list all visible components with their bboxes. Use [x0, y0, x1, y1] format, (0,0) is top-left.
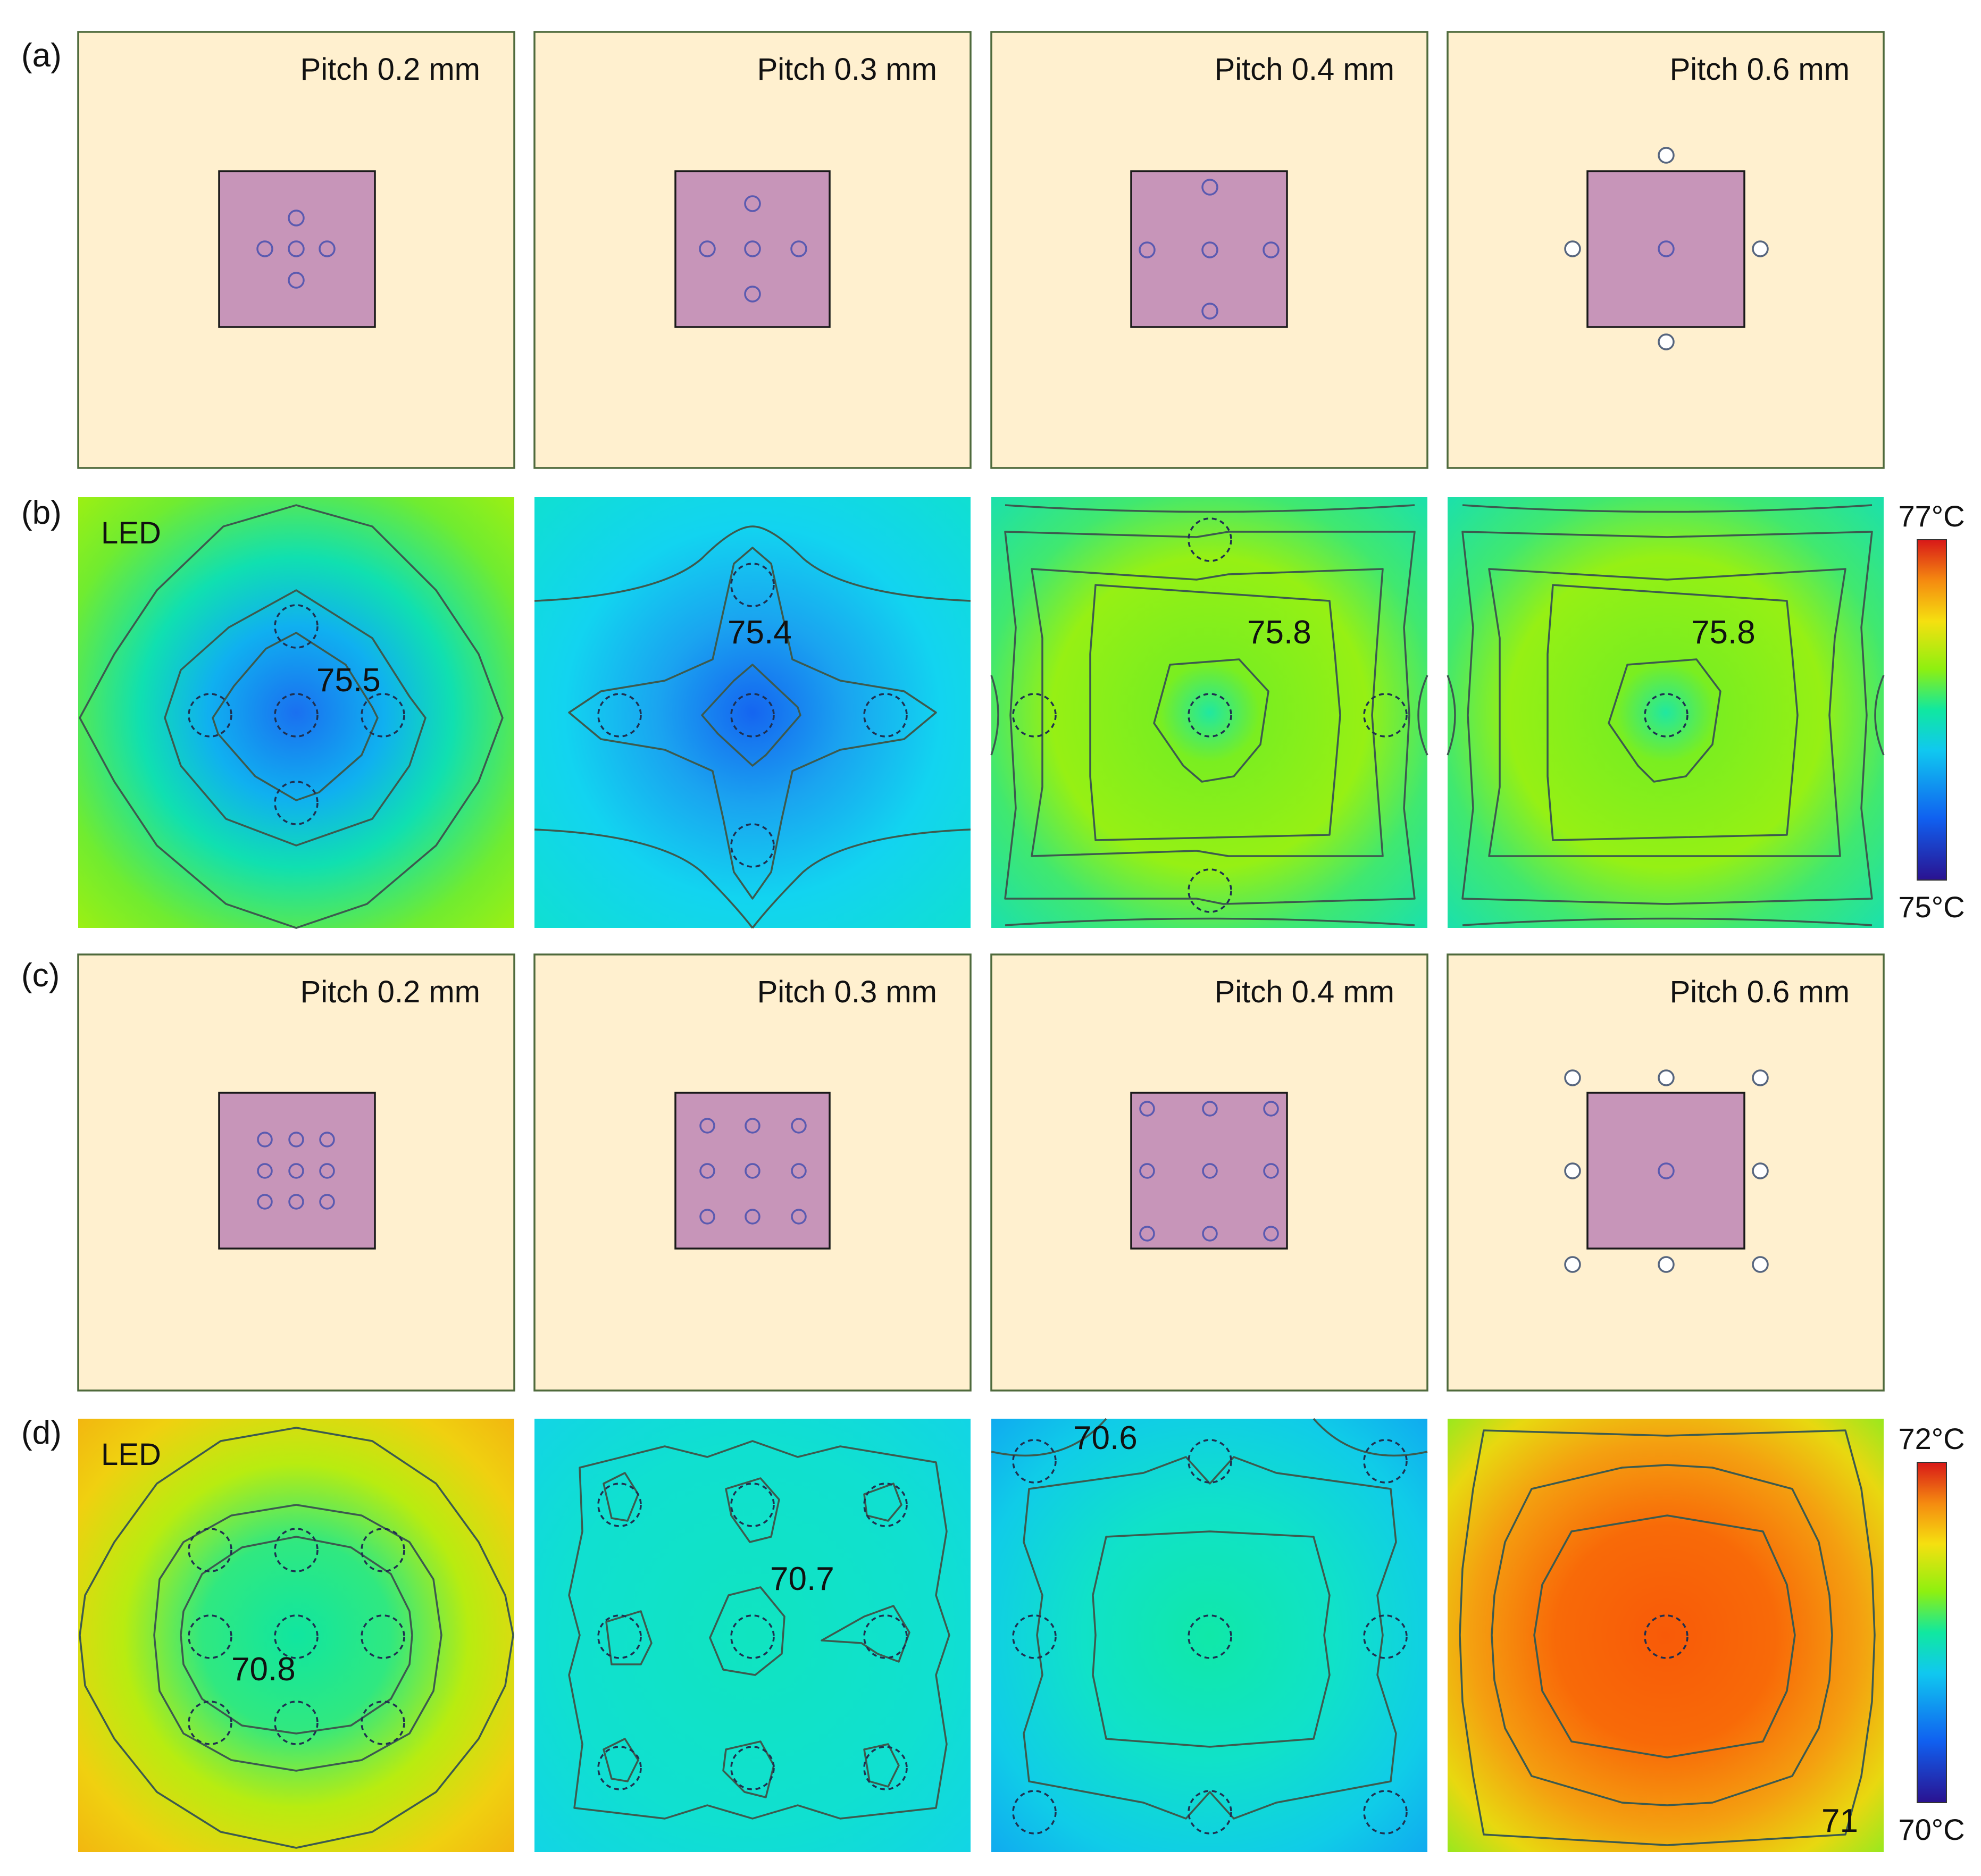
via-group	[256, 210, 336, 289]
row-label-d: (d)	[21, 1414, 62, 1451]
colorbar-max-label: 72°C	[1898, 1422, 1965, 1455]
colorbar-min-label: 75°C	[1898, 890, 1965, 924]
via-group	[1644, 693, 1689, 738]
thermal-d-2: 70.7	[534, 1419, 971, 1852]
via-group	[597, 563, 908, 868]
thermal-b-2: 75.4	[534, 497, 971, 929]
thermal-b-3: 75.8	[990, 497, 1428, 928]
via-group	[1644, 1614, 1689, 1659]
layout-c-1: Pitch 0.2 mm	[77, 953, 515, 1392]
peak-temp-label: 70.6	[1073, 1420, 1138, 1456]
colorbar-b: 77°C 75°C	[1898, 499, 1965, 924]
pitch-label: Pitch 0.2 mm	[300, 52, 480, 87]
led-chip	[1130, 1092, 1288, 1250]
colorbar-min-label: 70°C	[1898, 1813, 1965, 1846]
via-group	[597, 1483, 908, 1790]
via-group	[1564, 1069, 1769, 1273]
layout-a-2: Pitch 0.3 mm	[533, 31, 972, 469]
via-group	[1139, 1101, 1279, 1242]
layout-a-1: Pitch 0.2 mm	[77, 31, 515, 469]
via-group	[1012, 1439, 1408, 1835]
via-group	[1564, 147, 1769, 350]
pitch-label: Pitch 0.4 mm	[1215, 975, 1394, 1009]
via-group	[257, 1132, 335, 1210]
led-chip	[218, 1092, 376, 1250]
pitch-label: Pitch 0.6 mm	[1670, 52, 1850, 87]
colorbar-d: 72°C 70°C	[1898, 1422, 1965, 1846]
peak-temp-label: 70.7	[770, 1561, 834, 1597]
led-label: LED	[101, 516, 161, 550]
layout-a-4: Pitch 0.6 mm	[1447, 31, 1885, 469]
led-chip	[1586, 170, 1745, 328]
thermal-d-4: 71	[1448, 1419, 1884, 1852]
led-chip	[1130, 170, 1288, 328]
layout-c-3: Pitch 0.4 mm	[990, 953, 1428, 1392]
layout-c-2: Pitch 0.3 mm	[533, 953, 972, 1392]
thermal-d-1: LED 70.8	[78, 1419, 514, 1852]
peak-temp-label: 75.8	[1691, 614, 1756, 651]
colorbar-max-label: 77°C	[1898, 499, 1965, 533]
thermal-b-4: 75.8	[1447, 497, 1885, 928]
thermal-d-3: 70.6	[991, 1418, 1428, 1852]
pitch-label: Pitch 0.3 mm	[757, 975, 937, 1009]
peak-temp-label: 70.8	[231, 1651, 296, 1688]
via-group	[188, 1528, 405, 1745]
peak-temp-label: 71	[1821, 1803, 1858, 1839]
led-label: LED	[101, 1437, 161, 1472]
via-group	[188, 604, 405, 825]
peak-temp-label: 75.4	[728, 614, 792, 651]
row-label-b: (b)	[21, 495, 62, 531]
pitch-label: Pitch 0.2 mm	[300, 975, 480, 1009]
pitch-label: Pitch 0.6 mm	[1670, 975, 1850, 1009]
peak-temp-label: 75.5	[316, 662, 381, 699]
pitch-label: Pitch 0.3 mm	[757, 52, 937, 87]
layout-c-4: Pitch 0.6 mm	[1447, 953, 1885, 1392]
thermal-b-1: LED 75.5	[78, 497, 514, 929]
led-chip	[218, 170, 376, 328]
peak-temp-label: 75.8	[1247, 614, 1311, 651]
row-label-a: (a)	[21, 37, 62, 74]
via-group	[699, 1118, 807, 1225]
layout-a-3: Pitch 0.4 mm	[990, 31, 1428, 469]
via-group	[699, 195, 807, 303]
row-label-c: (c)	[21, 957, 60, 994]
via-group	[1012, 517, 1408, 913]
via-group	[1139, 179, 1280, 320]
led-chip	[1586, 1092, 1745, 1250]
pitch-label: Pitch 0.4 mm	[1215, 52, 1394, 87]
